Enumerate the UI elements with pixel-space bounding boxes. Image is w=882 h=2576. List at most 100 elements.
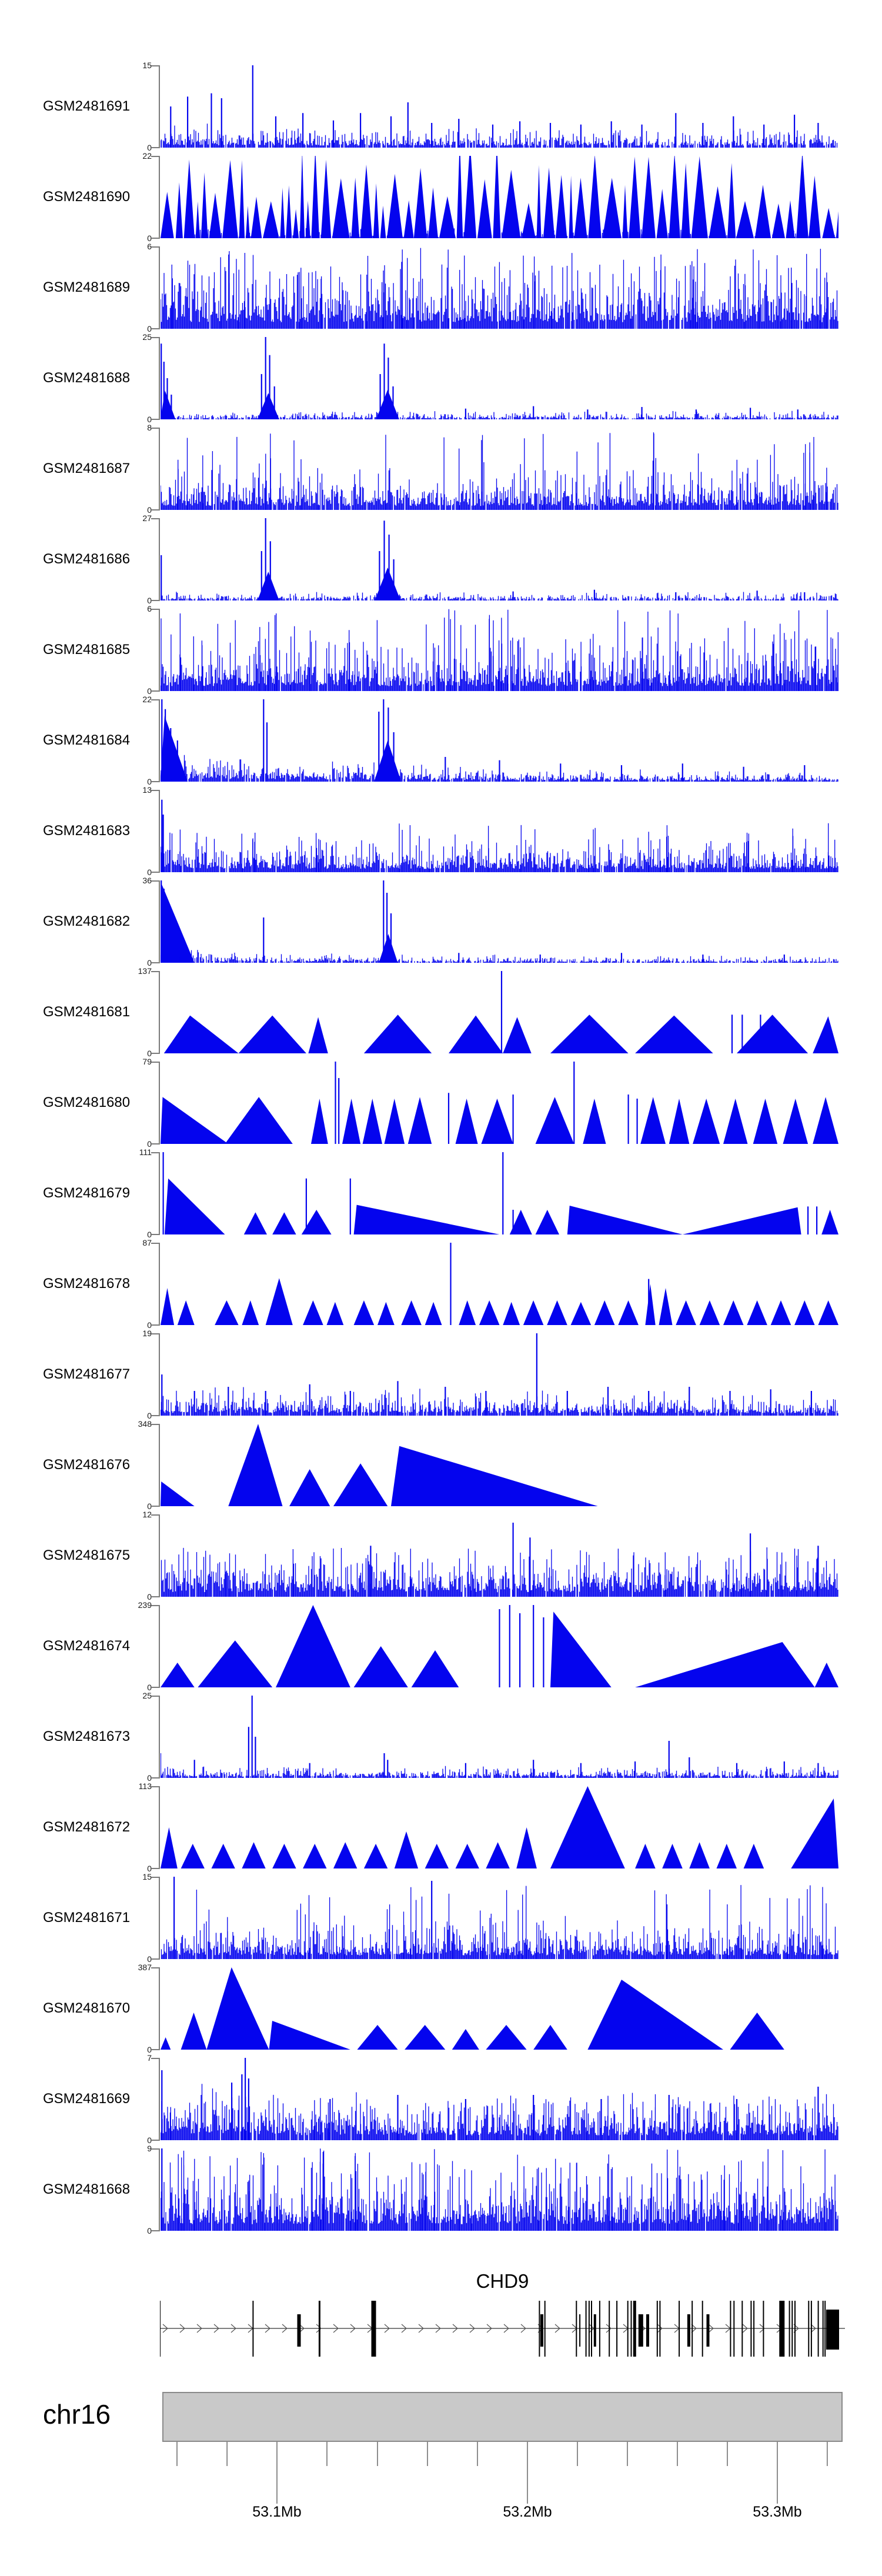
y-axis-bottom-tick: [151, 2140, 159, 2141]
y-axis-line: [159, 880, 160, 963]
y-axis-zero-label: 0: [147, 1049, 152, 1058]
y-axis-max-label: 25: [142, 1691, 152, 1700]
y-axis-max-label: 137: [138, 966, 152, 976]
gene-exon: [160, 2301, 161, 2357]
y-axis-line: [159, 2058, 160, 2141]
coverage-plot-GSM2481673: [161, 1696, 838, 1778]
genome-axis-ticks: [160, 2442, 845, 2508]
y-axis-top-tick: [151, 1243, 159, 1244]
y-axis-bottom-tick: [151, 1958, 159, 1960]
y-axis-line: [159, 518, 160, 601]
gene-exon: [591, 2301, 592, 2357]
y-axis-top-tick: [151, 1424, 159, 1425]
coverage-plot-GSM2481687: [161, 428, 838, 510]
y-axis-max-label: 13: [142, 785, 152, 795]
y-axis-top-tick: [151, 246, 159, 248]
gene-exon: [791, 2301, 793, 2357]
gene-exon: [588, 2301, 590, 2357]
gene-exon: [593, 2314, 596, 2347]
gene-exon: [633, 2301, 636, 2357]
gene-exon: [297, 2314, 301, 2347]
gene-exon: [779, 2301, 785, 2357]
coverage-plot-GSM2481670: [161, 1967, 838, 2050]
gene-exon: [371, 2301, 376, 2357]
y-axis-bottom-tick: [151, 781, 159, 782]
y-axis-max-label: 36: [142, 876, 152, 885]
track-label: GSM2481674: [43, 1638, 131, 1654]
y-axis-max-label: 87: [142, 1238, 152, 1247]
track-label: GSM2481682: [43, 913, 131, 929]
y-axis-line: [159, 156, 160, 239]
track-label: GSM2481680: [43, 1095, 131, 1110]
y-axis-max-label: 7: [147, 2053, 152, 2063]
chromosome-ideogram: [162, 2392, 843, 2442]
y-axis-line: [159, 790, 160, 873]
track-label: GSM2481676: [43, 1457, 131, 1473]
track-label: GSM2481686: [43, 551, 131, 567]
gene-exon: [638, 2314, 643, 2347]
y-axis-top-tick: [151, 428, 159, 429]
y-axis-line: [159, 1605, 160, 1688]
track-label: GSM2481684: [43, 732, 131, 748]
y-axis-top-tick: [151, 790, 159, 791]
y-axis-max-label: 6: [147, 242, 152, 251]
y-axis-line: [159, 2148, 160, 2231]
y-axis-bottom-tick: [151, 147, 159, 148]
y-axis-line: [159, 1696, 160, 1778]
coverage-plot-GSM2481675: [161, 1514, 838, 1597]
y-axis-top-tick: [151, 337, 159, 338]
y-axis-zero-label: 0: [147, 2045, 152, 2054]
track-label: GSM2481690: [43, 189, 131, 205]
y-axis-top-tick: [151, 1152, 159, 1153]
y-axis-max-label: 79: [142, 1057, 152, 1066]
y-axis-line: [159, 699, 160, 782]
y-axis-zero-label: 0: [147, 415, 152, 424]
track-label: GSM2481683: [43, 823, 131, 839]
y-axis-max-label: 348: [138, 1419, 152, 1429]
y-axis-zero-label: 0: [147, 143, 152, 152]
y-axis-top-tick: [151, 1333, 159, 1334]
gene-exon: [627, 2301, 629, 2357]
y-axis-line: [159, 1967, 160, 2050]
coverage-plot-GSM2481674: [161, 1605, 838, 1687]
y-axis-top-tick: [151, 518, 159, 519]
axis-tick-label: 53.1Mb: [252, 2504, 302, 2520]
track-label: GSM2481673: [43, 1729, 131, 1744]
track-label: GSM2481688: [43, 370, 131, 386]
y-axis-max-label: 22: [142, 695, 152, 704]
gene-exon: [824, 2301, 826, 2357]
y-axis-zero-label: 0: [147, 1320, 152, 1330]
gene-exon: [540, 2314, 543, 2347]
chromosome-label: chr16: [43, 2399, 111, 2430]
gene-exon: [616, 2301, 618, 2357]
y-axis-bottom-tick: [151, 328, 159, 329]
gene-exon: [753, 2301, 755, 2357]
track-label: GSM2481691: [43, 98, 131, 114]
track-label: GSM2481675: [43, 1547, 131, 1563]
y-axis-top-tick: [151, 1786, 159, 1787]
coverage-plot-GSM2481681: [161, 971, 838, 1053]
gene-exon: [576, 2301, 577, 2357]
gene-exon: [730, 2301, 731, 2357]
y-axis-max-label: 111: [139, 1147, 152, 1157]
coverage-plot-GSM2481684: [161, 699, 838, 782]
y-axis-max-label: 6: [147, 604, 152, 613]
gene-exon: [808, 2301, 810, 2357]
y-axis-top-tick: [151, 1062, 159, 1063]
gene-exon: [817, 2301, 819, 2357]
y-axis-zero-label: 0: [147, 1864, 152, 1873]
coverage-plot-GSM2481677: [161, 1333, 838, 1416]
y-axis-max-label: 25: [142, 332, 152, 342]
track-label: GSM2481671: [43, 1910, 131, 1926]
y-axis-bottom-tick: [151, 1143, 159, 1144]
y-axis-bottom-tick: [151, 1506, 159, 1507]
y-axis-line: [159, 428, 160, 510]
y-axis-line: [159, 1243, 160, 1326]
gene-exon: [706, 2314, 710, 2347]
y-axis-line: [159, 1786, 160, 1869]
track-label: GSM2481681: [43, 1004, 131, 1020]
coverage-plot-GSM2481689: [161, 246, 838, 329]
y-axis-top-tick: [151, 65, 159, 66]
gene-exon: [741, 2301, 743, 2357]
